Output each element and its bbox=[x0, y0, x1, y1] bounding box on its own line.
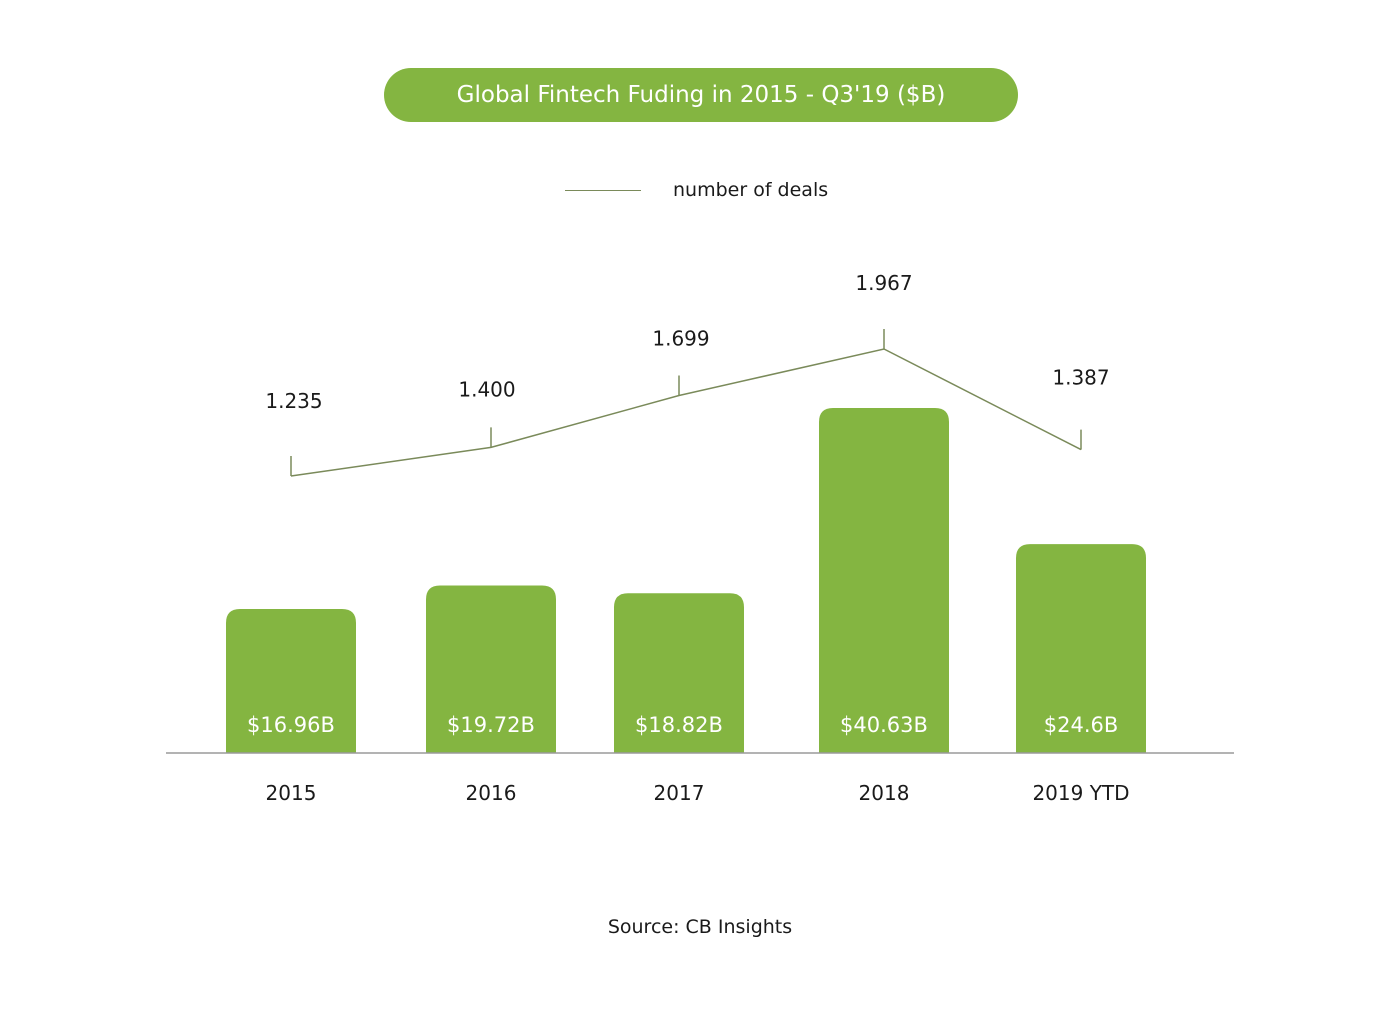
chart-title: Global Fintech Fuding in 2015 - Q3'19 ($… bbox=[384, 68, 1018, 122]
legend-label-deals: number of deals bbox=[673, 179, 829, 201]
deals-line bbox=[290, 348, 1082, 477]
legend: number of deals bbox=[565, 174, 828, 206]
bar-value-label: $19.72B bbox=[447, 713, 535, 737]
deals-value-label: 1.387 bbox=[1052, 366, 1109, 390]
x-tick-label: 2019 YTD bbox=[1032, 781, 1129, 805]
deals-value-label: 1.400 bbox=[458, 377, 515, 401]
legend-line-swatch bbox=[565, 189, 641, 191]
bar-2018 bbox=[819, 408, 949, 753]
deals-value-label: 1.699 bbox=[652, 326, 709, 350]
bar-2016 bbox=[426, 585, 556, 753]
bar-value-label: $18.82B bbox=[635, 713, 723, 737]
x-tick-label: 2018 bbox=[859, 781, 910, 805]
x-tick-label: 2016 bbox=[466, 781, 517, 805]
bar-2019-ytd bbox=[1016, 544, 1146, 753]
source-note: Source: CB Insights bbox=[607, 916, 793, 938]
deals-value-label: 1.235 bbox=[265, 389, 322, 413]
x-tick-label: 2015 bbox=[266, 781, 317, 805]
bar-value-label: $24.6B bbox=[1044, 713, 1119, 737]
bar-2017 bbox=[614, 593, 744, 753]
x-tick-label: 2017 bbox=[654, 781, 705, 805]
bar-value-label: $16.96B bbox=[247, 713, 335, 737]
bar-value-label: $40.63B bbox=[840, 713, 928, 737]
bar-2015 bbox=[226, 608, 356, 753]
deals-value-label: 1.967 bbox=[855, 271, 912, 295]
